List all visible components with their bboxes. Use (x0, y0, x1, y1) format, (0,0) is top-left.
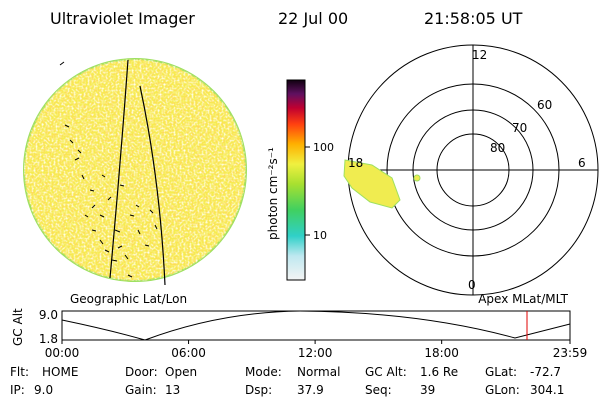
field-value: Open (165, 365, 197, 379)
field-value: HOME (42, 365, 78, 379)
field-label: GLon: (485, 383, 520, 397)
title: Ultraviolet Imager (50, 9, 195, 28)
mlt-label: 6 (578, 156, 586, 170)
right-caption: Apex MLat/MLT (478, 292, 568, 306)
field-label: Dsp: (245, 383, 272, 397)
altitude-x-tick-label: 12:00 (298, 346, 333, 360)
mlat-label: 80 (490, 141, 505, 155)
field-value: 1.6 Re (420, 365, 458, 379)
mlt-label: 18 (348, 156, 363, 170)
field-value: 9.0 (34, 383, 53, 397)
field-label: IP: (10, 383, 25, 397)
auroral-spot (413, 174, 421, 182)
colorbar-tick-label: 10 (313, 229, 327, 242)
field-value: -72.7 (530, 365, 561, 379)
field-value: 39 (420, 383, 435, 397)
field-value: Normal (297, 365, 340, 379)
field-value: 304.1 (530, 383, 564, 397)
field-value: 37.9 (297, 383, 324, 397)
left-caption: Geographic Lat/Lon (70, 292, 187, 306)
altitude-frame (61, 310, 571, 341)
altitude-tick-label: 1.8 (39, 332, 58, 346)
field-value: 13 (165, 383, 180, 397)
mlat-label: 60 (537, 98, 552, 112)
geographic-image (23, 58, 247, 286)
field-label: GC Alt: (365, 365, 407, 379)
time: 21:58:05 UT (424, 9, 523, 28)
colorbar-tick-label: 100 (313, 141, 334, 154)
altitude-label: GC Alt (11, 308, 25, 346)
mlat-label: 70 (512, 121, 527, 135)
polar-plot (347, 44, 599, 296)
field-label: Door: (125, 365, 158, 379)
altitude-tick-label: 9.0 (39, 308, 58, 322)
field-label: Flt: (10, 365, 29, 379)
colorbar-label: photon cm⁻²s⁻¹ (266, 147, 280, 240)
mlt-label: 0 (468, 278, 476, 292)
mlt-label: 12 (472, 48, 487, 62)
altitude-x-tick-label: 23:59 (553, 346, 588, 360)
altitude-x-tick-label: 06:00 (171, 346, 206, 360)
field-label: Mode: (245, 365, 282, 379)
date: 22 Jul 00 (278, 9, 348, 28)
field-label: Seq: (365, 383, 392, 397)
altitude-x-tick-label: 00:00 (45, 346, 80, 360)
field-label: Gain: (125, 383, 157, 397)
colorbar (286, 79, 306, 281)
altitude-x-tick-label: 18:00 (424, 346, 459, 360)
auroral-patch (343, 159, 401, 209)
altitude-curve (61, 310, 571, 341)
field-label: GLat: (485, 365, 517, 379)
